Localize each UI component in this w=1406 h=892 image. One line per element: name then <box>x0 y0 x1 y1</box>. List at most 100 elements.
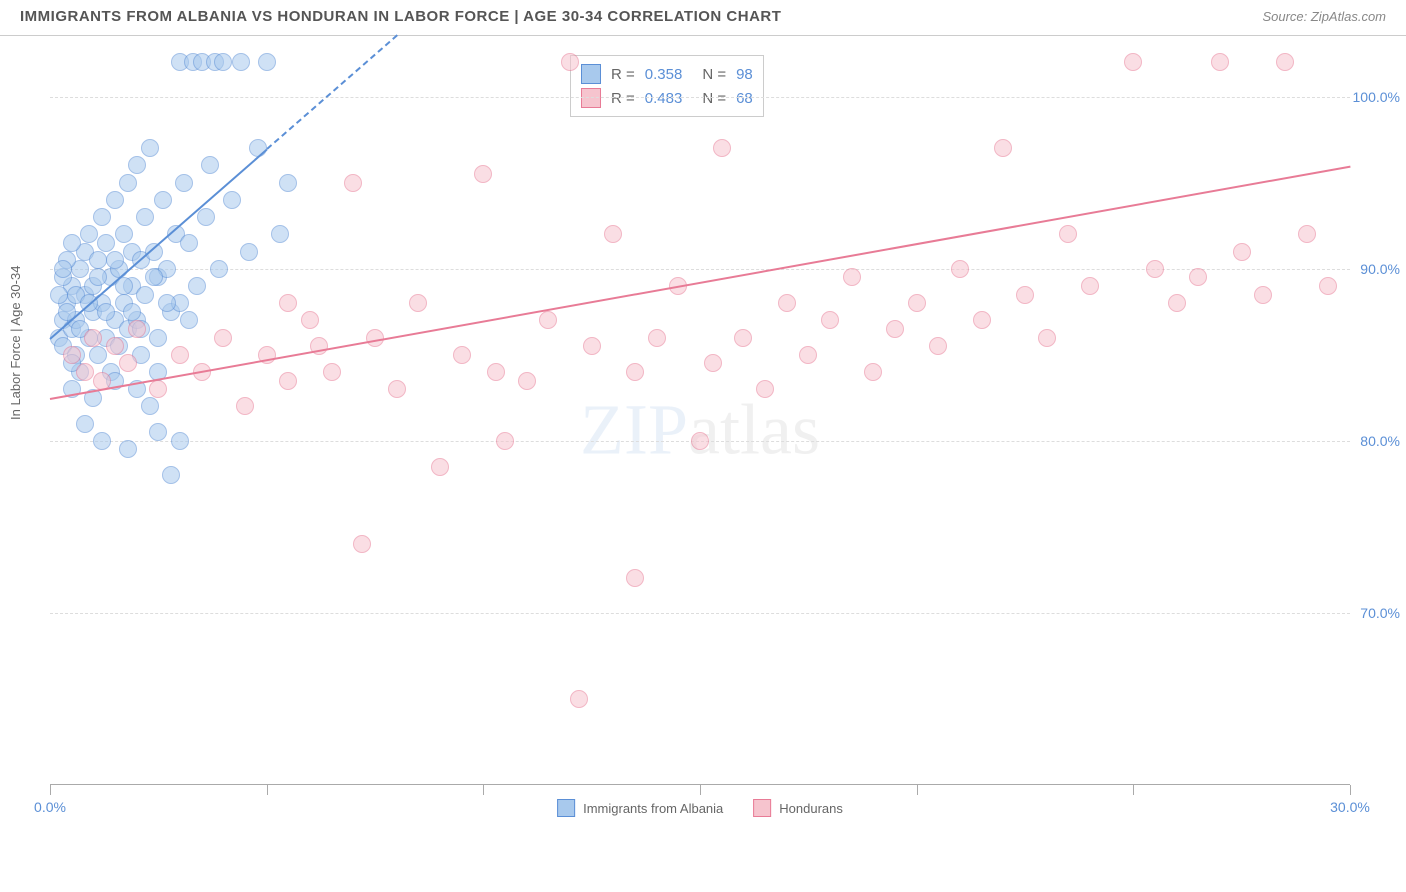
data-point <box>279 294 297 312</box>
data-point <box>1146 260 1164 278</box>
data-point <box>474 165 492 183</box>
data-point <box>1189 268 1207 286</box>
y-tick-label: 100.0% <box>1353 89 1400 105</box>
data-point <box>1298 225 1316 243</box>
gridline <box>50 613 1350 614</box>
trend-line-dashed <box>266 35 397 150</box>
data-point <box>951 260 969 278</box>
data-point <box>409 294 427 312</box>
x-tick <box>917 785 918 795</box>
data-point <box>106 191 124 209</box>
data-point <box>258 53 276 71</box>
data-point <box>704 354 722 372</box>
data-point <box>115 225 133 243</box>
data-point <box>119 440 137 458</box>
stat-row-albania: R = 0.358 N = 98 <box>581 62 753 86</box>
data-point <box>171 346 189 364</box>
data-point <box>63 234 81 252</box>
data-point <box>89 268 107 286</box>
stat-swatch-hondurans <box>581 88 601 108</box>
data-point <box>518 372 536 390</box>
data-point <box>154 191 172 209</box>
x-tick <box>50 785 51 795</box>
legend: Immigrants from Albania Hondurans <box>557 799 843 817</box>
data-point <box>201 156 219 174</box>
data-point <box>864 363 882 381</box>
x-tick <box>700 785 701 795</box>
data-point <box>388 380 406 398</box>
data-point <box>141 139 159 157</box>
data-point <box>1233 243 1251 261</box>
data-point <box>799 346 817 364</box>
data-point <box>1319 277 1337 295</box>
data-point <box>197 208 215 226</box>
data-point <box>149 329 167 347</box>
data-point <box>756 380 774 398</box>
data-point <box>93 208 111 226</box>
stat-n-value-1: 68 <box>736 90 753 107</box>
data-point <box>89 346 107 364</box>
data-point <box>353 535 371 553</box>
data-point <box>626 569 644 587</box>
data-point <box>76 363 94 381</box>
stat-r-label: R = <box>611 66 635 83</box>
y-tick-label: 90.0% <box>1360 261 1400 277</box>
data-point <box>149 423 167 441</box>
stat-swatch-albania <box>581 64 601 84</box>
data-point <box>778 294 796 312</box>
data-point <box>323 363 341 381</box>
data-point <box>180 234 198 252</box>
legend-swatch-hondurans <box>753 799 771 817</box>
data-point <box>76 415 94 433</box>
data-point <box>63 346 81 364</box>
stat-n-label: N = <box>702 90 726 107</box>
data-point <box>106 337 124 355</box>
trend-line <box>50 165 1350 399</box>
chart-title: IMMIGRANTS FROM ALBANIA VS HONDURAN IN L… <box>20 8 781 25</box>
data-point <box>431 458 449 476</box>
watermark-zip: ZIP <box>580 390 688 470</box>
data-point <box>1124 53 1142 71</box>
data-point <box>994 139 1012 157</box>
data-point <box>240 243 258 261</box>
data-point <box>496 432 514 450</box>
data-point <box>128 156 146 174</box>
data-point <box>136 208 154 226</box>
data-point <box>734 329 752 347</box>
data-point <box>843 268 861 286</box>
data-point <box>1059 225 1077 243</box>
data-point <box>136 286 154 304</box>
stat-r-value-1: 0.483 <box>645 90 683 107</box>
legend-label-1: Hondurans <box>779 801 843 816</box>
data-point <box>279 174 297 192</box>
data-point <box>236 397 254 415</box>
data-point <box>973 311 991 329</box>
data-point <box>149 380 167 398</box>
data-point <box>93 432 111 450</box>
x-tick <box>267 785 268 795</box>
data-point <box>271 225 289 243</box>
y-tick-label: 70.0% <box>1360 605 1400 621</box>
x-tick <box>1350 785 1351 795</box>
x-tick <box>1133 785 1134 795</box>
stat-r-value-0: 0.358 <box>645 66 683 83</box>
data-point <box>89 251 107 269</box>
scatter-plot-area: ZIPatlas R = 0.358 N = 98 R = 0.483 N = … <box>50 45 1350 815</box>
data-point <box>141 397 159 415</box>
data-point <box>50 286 68 304</box>
stat-row-hondurans: R = 0.483 N = 68 <box>581 86 753 110</box>
x-tick-label: 30.0% <box>1330 799 1370 815</box>
data-point <box>210 260 228 278</box>
data-point <box>1254 286 1272 304</box>
data-point <box>158 294 176 312</box>
source-attribution: Source: ZipAtlas.com <box>1262 9 1386 24</box>
data-point <box>175 174 193 192</box>
data-point <box>171 432 189 450</box>
stat-n-value-0: 98 <box>736 66 753 83</box>
legend-label-0: Immigrants from Albania <box>583 801 723 816</box>
data-point <box>106 251 124 269</box>
legend-swatch-albania <box>557 799 575 817</box>
data-point <box>908 294 926 312</box>
data-point <box>561 53 579 71</box>
stat-r-label: R = <box>611 90 635 107</box>
